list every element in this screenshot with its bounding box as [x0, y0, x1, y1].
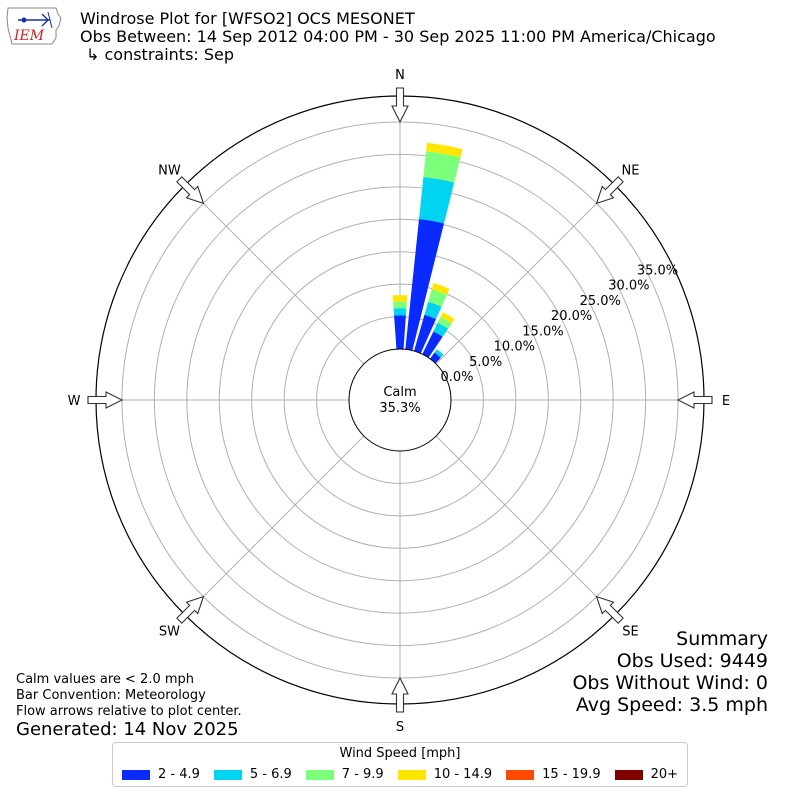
flow-arrow-4 — [391, 676, 409, 713]
radial-tick-label-1: 5.0% — [469, 355, 502, 370]
title-block: Windrose Plot for [WFSO2] OCS MESONET Ob… — [80, 10, 716, 64]
spoke-line-5 — [184, 435, 365, 616]
calm-label: Calm — [383, 385, 416, 400]
legend-swatch — [614, 769, 643, 780]
iem-logo: IEM — [6, 7, 62, 45]
summary-avg-speed: Avg Speed: 3.5 mph — [575, 694, 768, 716]
bar-dir40-bin1 — [434, 349, 444, 358]
direction-label-sw: SW — [159, 625, 180, 640]
grid-ring-6 — [153, 153, 647, 647]
radial-tick-labels: 0.0%5.0%10.0%15.0%20.0%25.0%30.0%35.0% — [441, 263, 679, 385]
grid-ring-3 — [251, 251, 549, 549]
bar-dir30-bin0 — [422, 331, 443, 358]
radial-tick-label-4: 20.0% — [551, 309, 592, 324]
legend-label: 15 - 19.9 — [542, 767, 601, 782]
notes-block: Calm values are < 2.0 mph Bar Convention… — [16, 672, 242, 720]
radial-tick-label-2: 10.0% — [494, 340, 535, 355]
bar-dir30-bin2 — [437, 316, 452, 329]
bar-dir10-bin1 — [419, 177, 455, 224]
generated-date: Generated: 14 Nov 2025 — [16, 719, 239, 740]
logo-text: IEM — [13, 28, 45, 44]
flow-arrows — [87, 87, 713, 713]
page-subtitle: Obs Between: 14 Sep 2012 04:00 PM - 30 S… — [80, 27, 716, 46]
legend-item-1: 5 - 6.9 — [213, 767, 292, 782]
flow-arrow-3 — [595, 595, 624, 624]
summary-title: Summary — [676, 628, 768, 650]
direction-label-nw: NW — [158, 163, 181, 178]
summary-block: Summary Obs Used: 9449 Obs Without Wind:… — [572, 628, 768, 716]
radial-tick-label-7: 35.0% — [637, 263, 678, 278]
legend-item-5: 20+ — [614, 767, 679, 782]
legend-label: 10 - 14.9 — [433, 767, 493, 782]
bar-dir0-bin3 — [392, 295, 408, 302]
bar-dir20-bin0 — [414, 314, 437, 354]
legend-item-3: 10 - 14.9 — [397, 767, 493, 782]
bar-dir20-bin1 — [424, 301, 442, 320]
direction-label-ne: NE — [622, 163, 640, 178]
spoke-line-1 — [435, 184, 616, 365]
grid-ring-2 — [283, 283, 517, 517]
direction-label-s: S — [396, 720, 404, 735]
calm-value: 35.3% — [379, 401, 420, 416]
legend-label: 20+ — [650, 767, 679, 782]
note-bar-convention: Bar Convention: Meteorology — [16, 688, 206, 703]
calm-circle — [348, 348, 452, 452]
legend-item-4: 15 - 19.9 — [506, 767, 601, 782]
constraints-label: ↳ constraints: Sep — [86, 45, 235, 64]
summary-obs-used: Obs Used: 9449 — [616, 650, 768, 672]
grid-ring-4 — [218, 218, 582, 582]
radial-tick-label-5: 25.0% — [580, 294, 621, 309]
legend-item-0: 2 - 4.9 — [121, 767, 200, 782]
bar-dir30-bin1 — [433, 322, 449, 337]
direction-label-e: E — [722, 394, 730, 409]
legend-swatch — [397, 769, 426, 780]
bar-dir10-bin3 — [426, 142, 463, 158]
radial-tick-label-6: 30.0% — [608, 279, 649, 294]
note-calm: Calm values are < 2.0 mph — [16, 672, 195, 687]
legend-swatch — [506, 769, 535, 780]
bar-dir20-bin2 — [428, 289, 447, 307]
bar-dir10-bin0 — [405, 218, 445, 351]
legend-label: 2 - 4.9 — [157, 767, 200, 782]
iowa-outline — [6, 7, 62, 45]
direction-label-w: W — [68, 394, 81, 409]
bar-dir30-bin3 — [440, 312, 455, 324]
legend-swatch — [121, 769, 150, 780]
grid-ring-5 — [186, 186, 614, 614]
flow-arrow-2 — [676, 391, 713, 409]
legend-item-2: 7 - 9.9 — [305, 767, 384, 782]
legend: Wind Speed [mph] 2 - 4.9 5 - 6.9 7 - 9.9 10… — [112, 742, 688, 787]
bar-dir0-bin1 — [393, 308, 407, 316]
legend-items: 2 - 4.9 5 - 6.9 7 - 9.9 10 - 14.9 15 - 19.9 2… — [113, 767, 687, 782]
direction-label-n: N — [395, 68, 405, 83]
spoke-line-7 — [184, 184, 365, 365]
note-flow-arrows: Flow arrows relative to plot center. — [16, 704, 242, 719]
legend-label: 7 - 9.9 — [341, 767, 384, 782]
bar-dir10-bin2 — [423, 151, 461, 183]
flow-arrow-7 — [176, 176, 205, 205]
legend-swatch — [305, 769, 334, 780]
direction-labels: N NE E SE S SW W NW — [68, 68, 731, 735]
legend-title: Wind Speed [mph] — [339, 746, 461, 761]
legend-swatch — [213, 769, 242, 780]
spoke-line-3 — [435, 435, 616, 616]
bar-dir20-bin3 — [431, 283, 450, 295]
bar-dir0-bin0 — [394, 315, 406, 350]
radial-tick-label-3: 15.0% — [522, 324, 563, 339]
legend-label: 5 - 6.9 — [249, 767, 292, 782]
flow-arrow-5 — [176, 595, 205, 624]
direction-label-se: SE — [622, 625, 638, 640]
summary-obs-without-wind: Obs Without Wind: 0 — [572, 672, 768, 694]
flow-arrow-1 — [595, 176, 624, 205]
flow-arrow-0 — [391, 87, 409, 124]
page-title: Windrose Plot for [WFSO2] OCS MESONET — [80, 9, 415, 28]
flow-arrow-6 — [87, 391, 124, 409]
radial-tick-label-0: 0.0% — [441, 370, 474, 385]
bar-dir0-bin2 — [393, 301, 407, 309]
wind-bars — [392, 142, 463, 364]
